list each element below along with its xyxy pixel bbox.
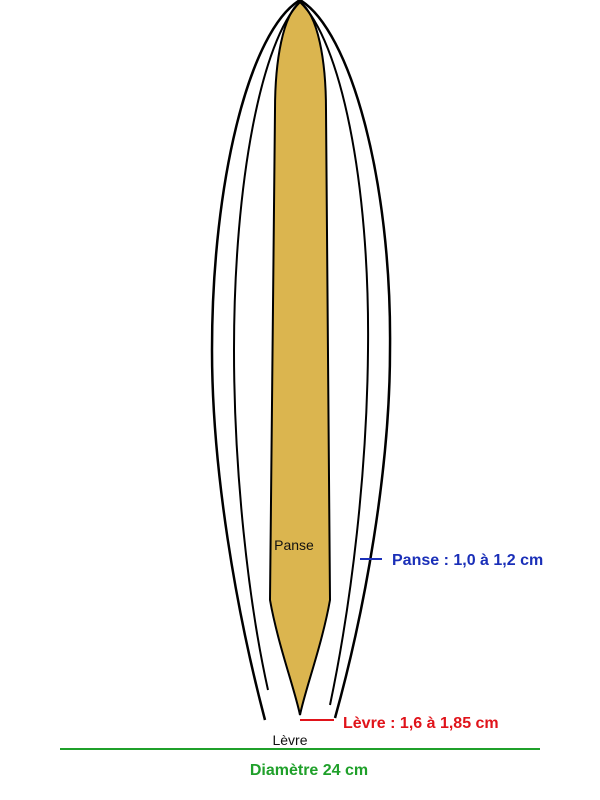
panse-dimension-label: Panse : 1,0 à 1,2 cm <box>392 552 543 569</box>
inner-wall <box>232 1 370 706</box>
panse-inner-label: Panse <box>274 537 314 553</box>
levre-dimension-label: Lèvre : 1,6 à 1,85 cm <box>343 715 499 732</box>
panse-fill <box>270 2 330 715</box>
outer-profile <box>210 0 392 721</box>
inner-outline <box>268 0 332 716</box>
levre-inner-label: Lèvre <box>272 732 307 748</box>
diametre-label: Diamètre 24 cm <box>250 762 368 779</box>
